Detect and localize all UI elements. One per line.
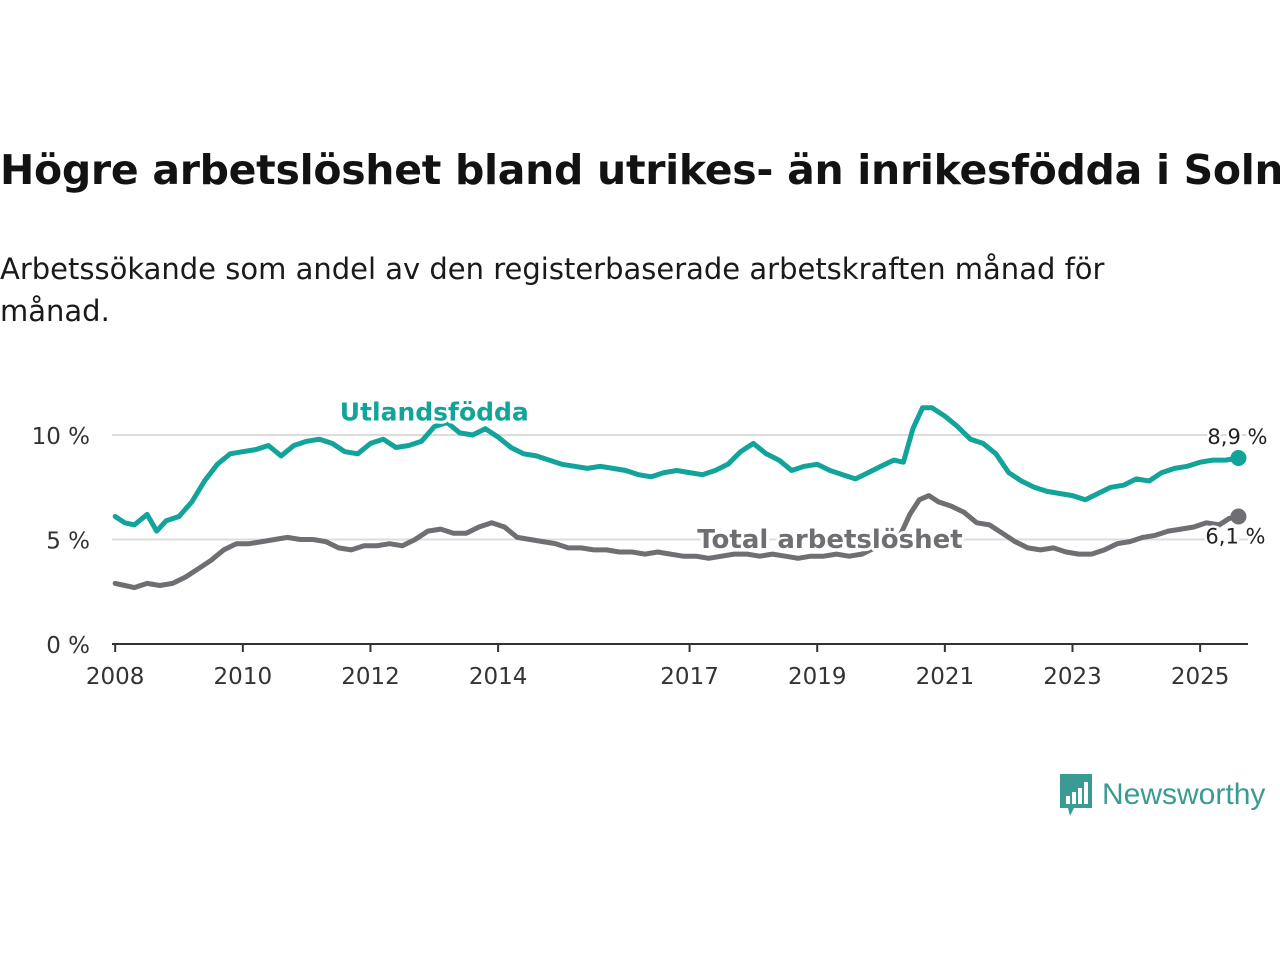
x-tick-label: 2012 — [341, 664, 400, 690]
series-labels: Utlandsfödda Total arbetslöshet 8,9 % 6,1 % — [337, 394, 1270, 557]
newsworthy-logo-icon — [1060, 774, 1092, 816]
end-value-label: 6,1 % — [1205, 525, 1265, 549]
gridlines — [112, 434, 1248, 541]
brand: Newsworthy — [1058, 772, 1265, 818]
series-label: Total arbetslöshet — [697, 525, 962, 555]
x-tick-label: 2019 — [788, 664, 847, 690]
y-tick-label: 5 % — [46, 529, 90, 555]
series-lines — [112, 405, 1247, 591]
y-tick-label: 10 % — [32, 424, 90, 450]
end-value-label: 8,9 % — [1207, 425, 1267, 449]
y-tick-label: 0 % — [46, 633, 90, 659]
chart-title: Högre arbetslöshet bland utrikes- än inr… — [0, 146, 1280, 194]
series-line-total — [112, 493, 1241, 591]
x-tick-label: 2021 — [916, 664, 975, 690]
x-tick-label: 2017 — [660, 664, 719, 690]
line-chart: 0 %5 %10 % 2008 2010 2012 2014 2017 2019 2021 2… — [32, 394, 1270, 690]
x-axis: 2008 2010 2012 2014 2017 2019 2021 2023 2025 — [86, 643, 1248, 690]
x-tick-label: 2023 — [1043, 664, 1102, 690]
series-end-point — [1230, 449, 1247, 466]
x-tick-label: 2008 — [86, 664, 145, 690]
x-tick-label: 2014 — [469, 664, 528, 690]
x-tick-label: 2010 — [214, 664, 273, 690]
y-axis-ticks: 0 % 5 % 10 % — [32, 424, 90, 659]
chart-subtitle: Arbetssökande som andel av den registerb… — [0, 252, 1105, 328]
series-line-utlandsfodda — [112, 405, 1241, 534]
brand-name: Newsworthy — [1102, 778, 1266, 811]
x-tick-label: 2025 — [1171, 664, 1230, 690]
series-end-point — [1230, 508, 1247, 525]
series-label: Utlandsfödda — [340, 397, 529, 426]
